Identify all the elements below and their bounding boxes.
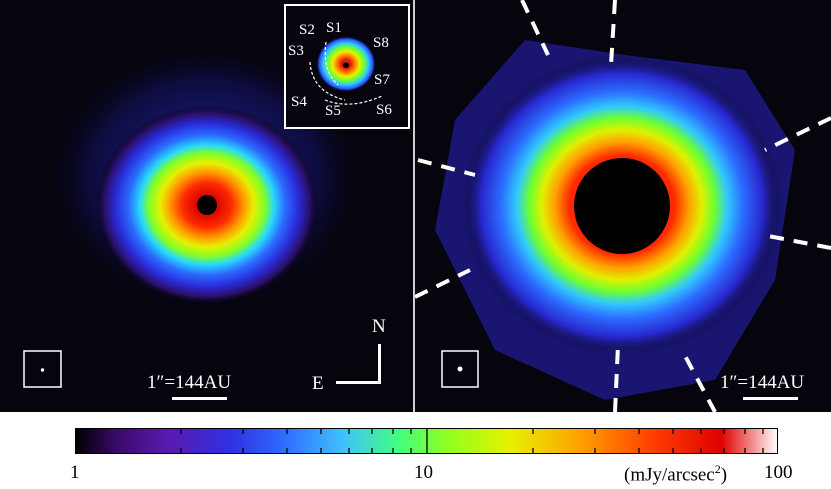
beam-psf-icon [441, 350, 479, 388]
colorbar-unit-label: (mJy/arcsec2) [624, 462, 728, 486]
panel-divider [413, 0, 415, 412]
inset-label-s6: S6 [376, 102, 392, 118]
left-disk-image [0, 0, 413, 412]
colorbar [75, 428, 778, 454]
scale-label: 1″=144AU [720, 372, 805, 393]
colorbar-tick-min: 1 [70, 462, 80, 483]
inset-label-s5: S5 [325, 103, 341, 119]
colorbar-tick-mid: 10 [414, 462, 433, 483]
right-image-panel: 1″=144AU [415, 0, 831, 412]
scale-bar [172, 397, 227, 400]
compass-north-label: N [372, 316, 386, 337]
compass-east-label: E [312, 373, 324, 394]
inset-label-s7: S7 [374, 72, 390, 88]
left-image-panel: N E 1″=144AU S1 S2 S3 S4 S5 S6 S7 S8 [0, 0, 413, 412]
colorbar-tick-max: 100 [764, 462, 793, 483]
inset-label-s1: S1 [326, 20, 342, 36]
scale-label: 1″=144AU [147, 372, 232, 393]
spike-guides [415, 0, 831, 412]
inset-label-s2: S2 [299, 22, 315, 38]
right-disk-image [415, 0, 831, 412]
coronagraph-mask-icon [574, 158, 670, 254]
inset-mask-icon [343, 62, 349, 68]
compass-icon [336, 344, 381, 384]
inset-label-s4: S4 [291, 94, 307, 110]
inset-label-s8: S8 [373, 35, 389, 51]
scale-bar [743, 397, 798, 400]
beam-psf-icon [23, 350, 62, 388]
coronagraph-mask-icon [197, 195, 217, 215]
inset-label-s3: S3 [288, 43, 304, 59]
